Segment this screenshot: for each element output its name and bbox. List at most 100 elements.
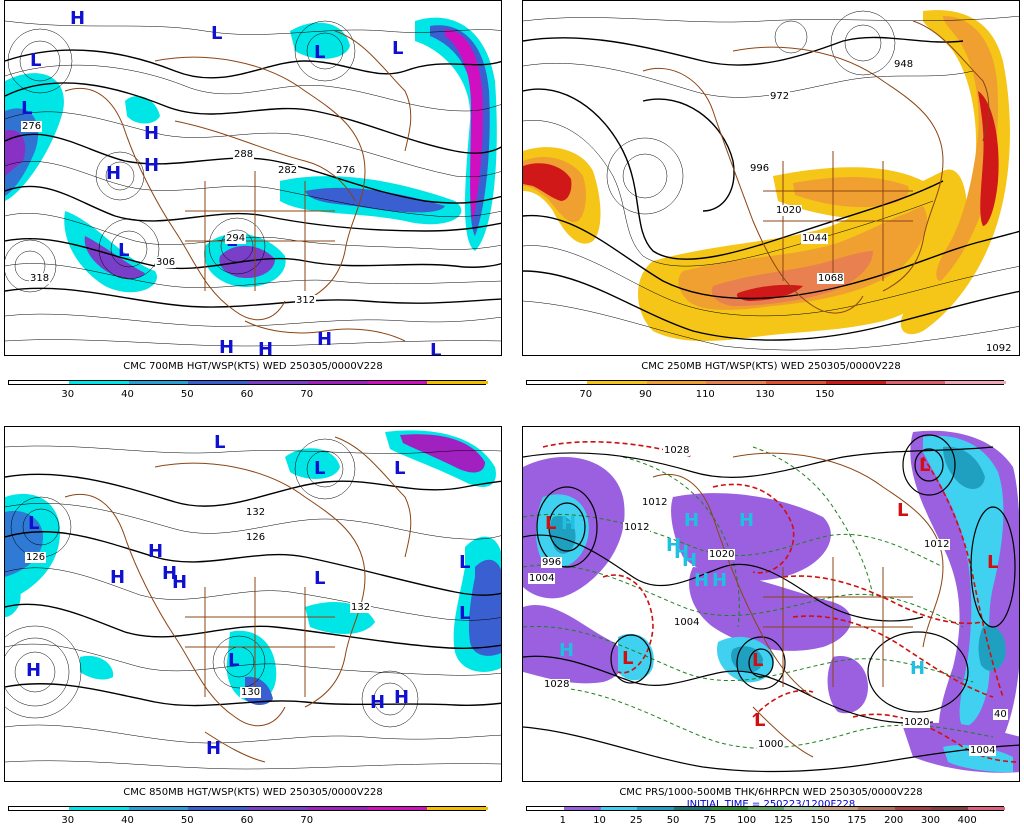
contour-value-label: 282 <box>277 165 299 176</box>
colorbar-tick-label: 150 <box>810 815 830 826</box>
colorbar-segment <box>646 381 707 384</box>
colorbar-segment <box>710 807 749 810</box>
colorbar-segment <box>527 381 588 384</box>
high-pressure-symbol: H <box>26 660 42 681</box>
high-pressure-symbol: H <box>258 339 274 356</box>
colorbar-segment <box>945 381 1006 384</box>
colorbar-segment <box>563 807 602 810</box>
colorbar-segment <box>784 807 822 810</box>
colorbar-segment <box>427 807 488 810</box>
contour-value-label: 132 <box>350 602 372 613</box>
high-pressure-symbol: H <box>394 687 410 708</box>
contour-value-label: 276 <box>21 121 43 132</box>
colorbar-segment <box>931 807 969 810</box>
colorbar-segment <box>128 807 189 810</box>
high-pressure-symbol: H <box>684 510 700 531</box>
panel-250mb-colorbar <box>526 380 1006 385</box>
colorbar-segment <box>367 381 428 384</box>
colorbar-tick-label: 10 <box>593 815 606 826</box>
colorbar-tick-label: 90 <box>639 389 652 400</box>
colorbar-segment <box>527 807 565 810</box>
colorbar-segment <box>9 381 70 384</box>
map-700mb-graphic <box>5 17 501 347</box>
low-pressure-symbol: L <box>459 552 471 573</box>
colorbar-tick-label: 50 <box>180 815 194 826</box>
low-pressure-symbol: L <box>118 240 130 261</box>
colorbar-segment <box>188 381 249 384</box>
panel-prs: L H H H H H H H H L L L H L L H L 1028 1012 1012 1020 996 1004… <box>522 426 1020 826</box>
contour-value-label: 1028 <box>543 679 571 690</box>
colorbar-tick-label: 300 <box>920 815 940 826</box>
high-pressure-symbol: H <box>910 658 926 679</box>
low-pressure-symbol: L <box>228 650 240 671</box>
colorbar-segment <box>128 381 189 384</box>
contour-value-label: 1012 <box>641 497 669 508</box>
low-pressure-symbol: L <box>211 23 223 44</box>
low-pressure-symbol: L <box>459 603 471 624</box>
colorbar-tick-label: 125 <box>773 815 793 826</box>
low-pressure-symbol: L <box>752 650 764 671</box>
low-pressure-symbol: L <box>314 458 326 479</box>
contour-value-label: 1000 <box>757 739 785 750</box>
colorbar-tick-label: 100 <box>737 815 757 826</box>
colorbar-segment <box>825 381 886 384</box>
map-250mb: HLLL9489729961020104410681092 <box>522 0 1020 356</box>
colorbar-segment <box>766 381 827 384</box>
colorbar-segment <box>188 807 249 810</box>
contour-value-label: 972 <box>769 91 791 102</box>
colorbar-tick-label: 175 <box>847 815 867 826</box>
contour-value-label: 1004 <box>528 573 556 584</box>
map-prs: L H H H H H H H H L L L H L L H L 1028 1012 1012 1020 996 1004… <box>522 426 1020 782</box>
high-pressure-symbol: H <box>219 337 235 356</box>
colorbar-tick-label: 200 <box>884 815 904 826</box>
colorbar-tick-label: 150 <box>815 389 835 400</box>
contour-value-label: 1092 <box>985 343 1013 354</box>
colorbar-segment <box>68 381 129 384</box>
low-pressure-symbol: L <box>214 432 226 453</box>
colorbar-tick-label: 75 <box>703 815 717 826</box>
high-pressure-symbol: H <box>148 541 164 562</box>
colorbar-tick-label: 70 <box>300 389 314 400</box>
contour-value-label: 1004 <box>673 617 701 628</box>
colorbar-tick-label: 40 <box>121 389 134 400</box>
low-pressure-symbol: L <box>545 513 557 534</box>
low-pressure-symbol: L <box>28 513 40 534</box>
colorbar-segment <box>706 381 767 384</box>
colorbar-tick-label: 50 <box>666 815 680 826</box>
high-pressure-symbol: H <box>666 535 682 556</box>
contour-value-label: 1020 <box>775 205 803 216</box>
panel-700mb-colorbar <box>8 380 488 385</box>
panel-prs-colorbar <box>526 806 1006 811</box>
colorbar-segment <box>307 807 368 810</box>
low-pressure-symbol: L <box>897 500 909 521</box>
contour-value-label: 1020 <box>708 549 736 560</box>
colorbar-tick-label: 60 <box>240 815 254 826</box>
map-700mb: HLLHHHLLLLLHHHL276288282276306318294312 <box>4 0 502 356</box>
contour-value-label: 40 <box>993 709 1008 720</box>
low-pressure-symbol: L <box>754 710 766 731</box>
map-850mb: L L L L H H H H L L L H L H H H 126 132 126 132 130 <box>4 426 502 782</box>
map-850mb-graphic <box>5 430 501 770</box>
colorbar-tick-label: 70 <box>300 815 314 826</box>
colorbar-segment <box>637 807 675 810</box>
colorbar-segment <box>248 807 309 810</box>
high-pressure-symbol: H <box>712 570 728 591</box>
panel-850mb-title: CMC 850MB HGT/WSP(KTS) WED 250305/0000V2… <box>123 787 383 798</box>
low-pressure-symbol: L <box>392 38 404 59</box>
colorbar-segment <box>894 807 932 810</box>
low-pressure-symbol: L <box>314 42 326 63</box>
contour-value-label: 1044 <box>801 233 829 244</box>
high-pressure-symbol: H <box>172 572 188 593</box>
colorbar-tick-label: 30 <box>61 389 75 400</box>
colorbar-tick-label: 110 <box>695 389 715 400</box>
contour-value-label: 996 <box>541 557 563 568</box>
contour-value-label: 276 <box>335 165 357 176</box>
colorbar-tick-label: 50 <box>180 389 194 400</box>
panel-700mb: HLLHHHLLLLLHHHL276288282276306318294312 … <box>4 0 502 400</box>
low-pressure-symbol: L <box>430 340 442 356</box>
panel-850mb-colorbar <box>8 806 488 811</box>
colorbar-segment <box>307 381 368 384</box>
contour-value-label: 948 <box>893 59 915 70</box>
colorbar-segment <box>600 807 638 810</box>
colorbar-segment <box>68 807 129 810</box>
